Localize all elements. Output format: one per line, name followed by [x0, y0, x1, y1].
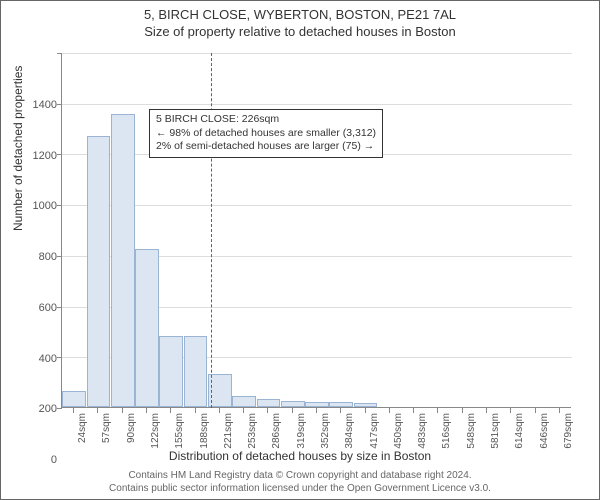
- ytick-mark: [57, 408, 62, 409]
- xtick-label: 122sqm: [150, 413, 161, 449]
- histogram-bar: [305, 402, 329, 407]
- xtick-mark: [292, 408, 293, 413]
- ytick-label: 1000: [13, 200, 57, 212]
- ytick-mark: [57, 53, 62, 54]
- xtick-label: 188sqm: [199, 413, 210, 449]
- xtick-mark: [73, 408, 74, 413]
- xtick-label: 57sqm: [101, 413, 112, 443]
- gridline: [62, 205, 572, 206]
- xtick-label: 352sqm: [320, 413, 331, 449]
- xtick-mark: [195, 408, 196, 413]
- ytick-mark: [57, 256, 62, 257]
- xtick-mark: [340, 408, 341, 413]
- x-axis-label: Distribution of detached houses by size …: [1, 449, 599, 463]
- histogram-bar: [354, 403, 378, 407]
- histogram-bar: [159, 336, 183, 407]
- annotation-line2: ← 98% of detached houses are smaller (3,…: [156, 127, 376, 141]
- gridline: [62, 104, 572, 105]
- footer: Contains HM Land Registry data © Crown c…: [1, 469, 599, 495]
- xtick-label: 24sqm: [77, 413, 88, 443]
- xtick-mark: [413, 408, 414, 413]
- ytick-label: 800: [13, 251, 57, 263]
- histogram-bar: [111, 114, 135, 407]
- xtick-mark: [535, 408, 536, 413]
- xtick-mark: [559, 408, 560, 413]
- xtick-label: 253sqm: [247, 413, 258, 449]
- xtick-mark: [365, 408, 366, 413]
- xtick-mark: [267, 408, 268, 413]
- xtick-label: 679sqm: [563, 413, 574, 449]
- xtick-label: 319sqm: [296, 413, 307, 449]
- plot-area: [61, 53, 571, 408]
- histogram-bar: [87, 136, 111, 407]
- histogram-bar: [232, 396, 256, 407]
- chart-region: 5 BIRCH CLOSE: 226sqm ← 98% of detached …: [61, 53, 571, 408]
- chart-title-line1: 5, BIRCH CLOSE, WYBERTON, BOSTON, PE21 7…: [1, 7, 599, 22]
- xtick-mark: [510, 408, 511, 413]
- xtick-mark: [97, 408, 98, 413]
- ytick-label: 400: [13, 353, 57, 365]
- histogram-bar: [281, 401, 305, 407]
- xtick-label: 417sqm: [369, 413, 380, 449]
- ytick-label: 1400: [13, 99, 57, 111]
- histogram-bar: [257, 399, 281, 407]
- ytick-mark: [57, 154, 62, 155]
- ytick-mark: [57, 205, 62, 206]
- xtick-mark: [122, 408, 123, 413]
- histogram-bar: [62, 391, 86, 407]
- xtick-mark: [243, 408, 244, 413]
- histogram-bar: [329, 402, 353, 407]
- xtick-mark: [170, 408, 171, 413]
- annotation-box: 5 BIRCH CLOSE: 226sqm ← 98% of detached …: [149, 109, 383, 158]
- xtick-mark: [219, 408, 220, 413]
- annotation-line1: 5 BIRCH CLOSE: 226sqm: [156, 113, 376, 127]
- xtick-label: 646sqm: [539, 413, 550, 449]
- xtick-label: 384sqm: [344, 413, 355, 449]
- xtick-mark: [486, 408, 487, 413]
- ytick-mark: [57, 357, 62, 358]
- xtick-label: 286sqm: [271, 413, 282, 449]
- footer-line2: Contains public sector information licen…: [1, 482, 599, 495]
- xtick-label: 90sqm: [126, 413, 137, 443]
- chart-title-line2: Size of property relative to detached ho…: [1, 24, 599, 39]
- xtick-label: 450sqm: [393, 413, 404, 449]
- gridline: [62, 53, 572, 54]
- xtick-label: 516sqm: [441, 413, 452, 449]
- xtick-mark: [389, 408, 390, 413]
- xtick-label: 548sqm: [466, 413, 477, 449]
- ytick-label: 600: [13, 302, 57, 314]
- ytick-label: 1200: [13, 150, 57, 162]
- xtick-mark: [146, 408, 147, 413]
- xtick-label: 581sqm: [490, 413, 501, 449]
- xtick-label: 221sqm: [223, 413, 234, 449]
- histogram-bar: [184, 336, 208, 407]
- xtick-mark: [462, 408, 463, 413]
- ytick-label: 200: [13, 403, 57, 415]
- ytick-mark: [57, 307, 62, 308]
- annotation-line3: 2% of semi-detached houses are larger (7…: [156, 140, 376, 154]
- xtick-label: 614sqm: [514, 413, 525, 449]
- xtick-mark: [437, 408, 438, 413]
- xtick-label: 483sqm: [417, 413, 428, 449]
- histogram-bar: [135, 249, 159, 407]
- ytick-mark: [57, 104, 62, 105]
- chart-container: 5, BIRCH CLOSE, WYBERTON, BOSTON, PE21 7…: [0, 0, 600, 500]
- footer-line1: Contains HM Land Registry data © Crown c…: [1, 469, 599, 482]
- xtick-mark: [316, 408, 317, 413]
- xtick-label: 155sqm: [174, 413, 185, 449]
- reference-line: [211, 53, 212, 408]
